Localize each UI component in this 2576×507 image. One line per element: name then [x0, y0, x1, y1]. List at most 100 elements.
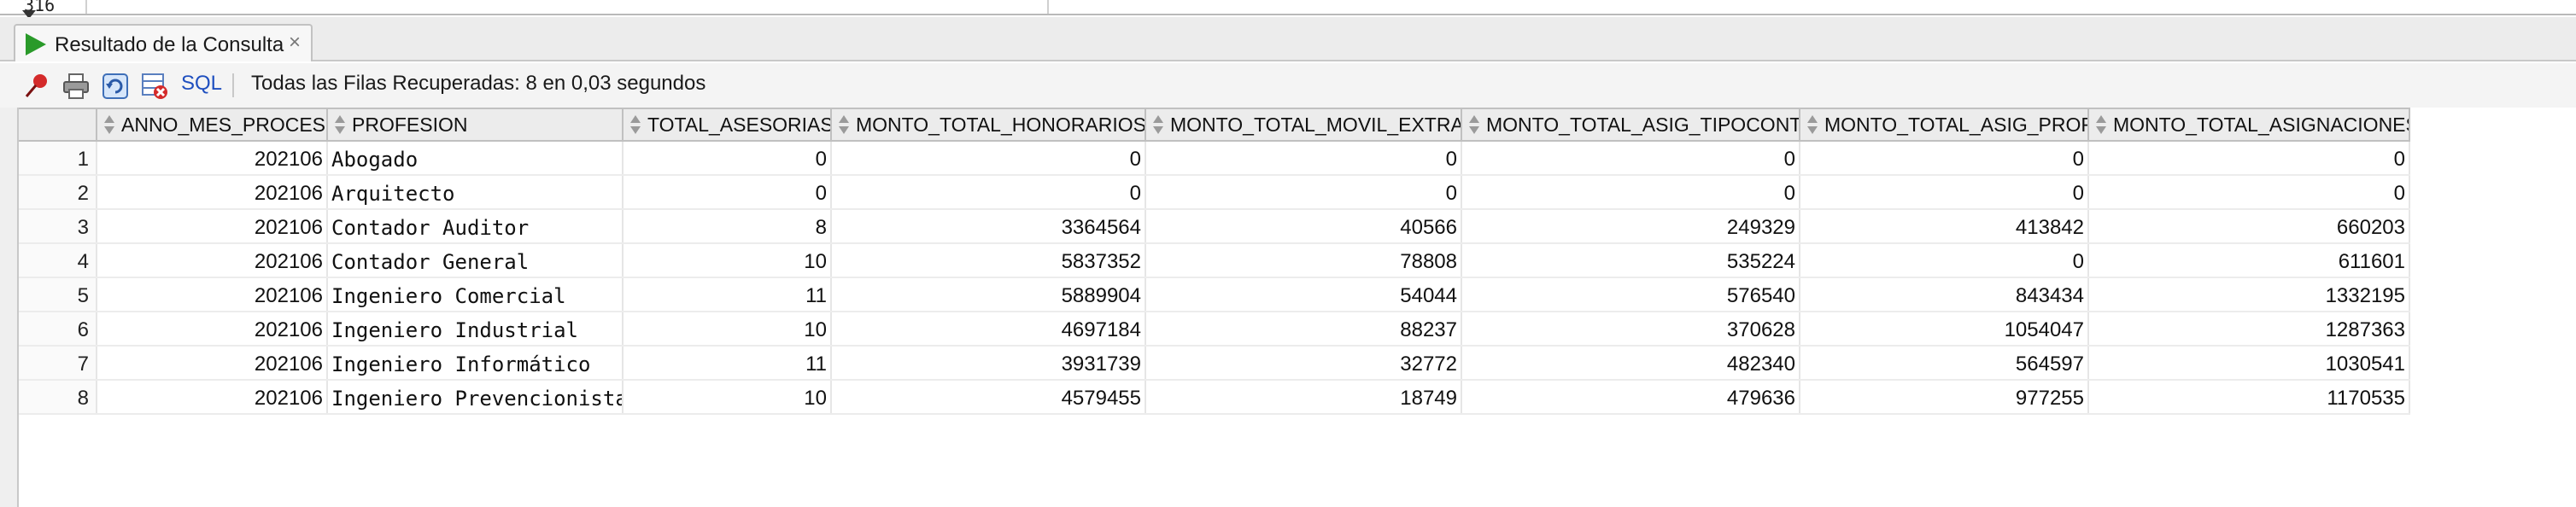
table-cell[interactable]: 202106: [97, 278, 328, 312]
table-cell[interactable]: 5837352: [832, 244, 1146, 278]
table-row[interactable]: 2 202106 Arquitecto 0 0 0 0 0 0: [19, 176, 2410, 210]
refresh-icon[interactable]: [101, 72, 130, 101]
table-cell[interactable]: 843434: [1800, 278, 2089, 312]
table-cell[interactable]: 8: [624, 210, 832, 244]
table-cell[interactable]: 370628: [1462, 312, 1800, 347]
table-cell[interactable]: 249329: [1462, 210, 1800, 244]
table-cell[interactable]: Ingeniero Comercial: [328, 278, 624, 312]
close-tab-icon[interactable]: ×: [289, 31, 302, 54]
table-cell[interactable]: 1030541: [2089, 347, 2410, 381]
table-cell[interactable]: 1332195: [2089, 278, 2410, 312]
column-header[interactable]: MONTO_TOTAL_MOVIL_EXTRA: [1146, 109, 1462, 140]
table-row[interactable]: 1 202106 Abogado 0 0 0 0 0 0: [19, 142, 2410, 176]
sql-button[interactable]: SQL: [181, 72, 223, 95]
sort-icon[interactable]: [333, 114, 347, 137]
table-cell[interactable]: 482340: [1462, 347, 1800, 381]
table-row[interactable]: 5 202106 Ingeniero Comercial 11 5889904 54044…: [19, 278, 2410, 312]
table-cell[interactable]: Abogado: [328, 142, 624, 176]
table-row[interactable]: 8 202106 Ingeniero Prevencionista 10 4579455…: [19, 381, 2410, 415]
table-cell[interactable]: 0: [1462, 142, 1800, 176]
table-row[interactable]: 6 202106 Ingeniero Industrial 10 4697184 8823…: [19, 312, 2410, 347]
table-cell[interactable]: 535224: [1462, 244, 1800, 278]
column-header[interactable]: PROFESION: [328, 109, 624, 140]
table-cell[interactable]: 202106: [97, 312, 328, 347]
table-row[interactable]: 4 202106 Contador General 10 5837352 78808 535…: [19, 244, 2410, 278]
table-cell[interactable]: 0: [1800, 142, 2089, 176]
table-cell[interactable]: 0: [1146, 176, 1462, 210]
table-cell[interactable]: Ingeniero Prevencionista: [328, 381, 624, 415]
table-cell[interactable]: 10: [624, 244, 832, 278]
row-number-cell: 2: [19, 176, 97, 210]
column-header[interactable]: MONTO_TOTAL_HONORARIOS: [832, 109, 1146, 140]
column-header[interactable]: MONTO_TOTAL_ASIG_PROF: [1800, 109, 2089, 140]
table-cell[interactable]: 479636: [1462, 381, 1800, 415]
table-cell[interactable]: 202106: [97, 244, 328, 278]
table-cell[interactable]: 0: [1800, 244, 2089, 278]
table-cell[interactable]: Ingeniero Informático: [328, 347, 624, 381]
table-cell[interactable]: 977255: [1800, 381, 2089, 415]
table-cell[interactable]: 1170535: [2089, 381, 2410, 415]
table-cell[interactable]: 1287363: [2089, 312, 2410, 347]
results-grid: ANNO_MES_PROCESO PROFESION TOTAL_ASESORI…: [17, 108, 2576, 507]
table-cell[interactable]: 202106: [97, 347, 328, 381]
column-header[interactable]: MONTO_TOTAL_ASIG_TIPOCONT: [1462, 109, 1800, 140]
table-cell[interactable]: 202106: [97, 176, 328, 210]
collapse-caret-icon[interactable]: [22, 10, 36, 19]
sort-icon[interactable]: [629, 114, 642, 137]
pin-icon[interactable]: [22, 72, 51, 101]
sort-icon[interactable]: [1467, 114, 1481, 137]
table-cell[interactable]: 40566: [1146, 210, 1462, 244]
table-cell[interactable]: 0: [832, 176, 1146, 210]
table-cell[interactable]: 202106: [97, 381, 328, 415]
sort-icon[interactable]: [102, 114, 116, 137]
table-cell[interactable]: 5889904: [832, 278, 1146, 312]
table-cell[interactable]: 78808: [1146, 244, 1462, 278]
clear-results-icon[interactable]: [140, 72, 169, 101]
table-cell[interactable]: 3364564: [832, 210, 1146, 244]
results-tab-bar: Resultado de la Consulta ×: [0, 17, 2576, 61]
table-cell[interactable]: 202106: [97, 210, 328, 244]
table-cell[interactable]: Contador Auditor: [328, 210, 624, 244]
table-cell[interactable]: 0: [624, 142, 832, 176]
table-cell[interactable]: 0: [832, 142, 1146, 176]
table-row[interactable]: 3 202106 Contador Auditor 8 3364564 40566 2493…: [19, 210, 2410, 244]
table-cell[interactable]: 54044: [1146, 278, 1462, 312]
table-cell[interactable]: 4697184: [832, 312, 1146, 347]
table-cell[interactable]: 0: [1800, 176, 2089, 210]
table-cell[interactable]: 18749: [1146, 381, 1462, 415]
column-header[interactable]: MONTO_TOTAL_ASIGNACIONES: [2089, 109, 2410, 140]
table-cell[interactable]: 1054047: [1800, 312, 2089, 347]
table-cell[interactable]: 32772: [1146, 347, 1462, 381]
table-cell[interactable]: 564597: [1800, 347, 2089, 381]
table-cell[interactable]: 0: [2089, 142, 2410, 176]
sort-icon[interactable]: [837, 114, 851, 137]
tab-query-result[interactable]: Resultado de la Consulta ×: [14, 24, 313, 61]
table-cell[interactable]: 413842: [1800, 210, 2089, 244]
column-header[interactable]: TOTAL_ASESORIAS: [624, 109, 832, 140]
sort-icon[interactable]: [1151, 114, 1165, 137]
table-row[interactable]: 7 202106 Ingeniero Informático 11 3931739 327…: [19, 347, 2410, 381]
row-number-cell: 6: [19, 312, 97, 347]
table-cell[interactable]: Contador General: [328, 244, 624, 278]
table-cell[interactable]: 10: [624, 381, 832, 415]
table-cell[interactable]: 11: [624, 347, 832, 381]
table-cell[interactable]: 611601: [2089, 244, 2410, 278]
table-cell[interactable]: 10: [624, 312, 832, 347]
table-cell[interactable]: Ingeniero Industrial: [328, 312, 624, 347]
table-cell[interactable]: Arquitecto: [328, 176, 624, 210]
table-cell[interactable]: 202106: [97, 142, 328, 176]
table-cell[interactable]: 0: [624, 176, 832, 210]
table-cell[interactable]: 88237: [1146, 312, 1462, 347]
table-cell[interactable]: 3931739: [832, 347, 1146, 381]
table-cell[interactable]: 11: [624, 278, 832, 312]
sort-icon[interactable]: [2094, 114, 2108, 137]
sort-icon[interactable]: [1806, 114, 1819, 137]
column-header[interactable]: ANNO_MES_PROCESO: [97, 109, 328, 140]
table-cell[interactable]: 660203: [2089, 210, 2410, 244]
table-cell[interactable]: 4579455: [832, 381, 1146, 415]
print-icon[interactable]: [61, 72, 91, 101]
table-cell[interactable]: 576540: [1462, 278, 1800, 312]
table-cell[interactable]: 0: [2089, 176, 2410, 210]
table-cell[interactable]: 0: [1462, 176, 1800, 210]
table-cell[interactable]: 0: [1146, 142, 1462, 176]
